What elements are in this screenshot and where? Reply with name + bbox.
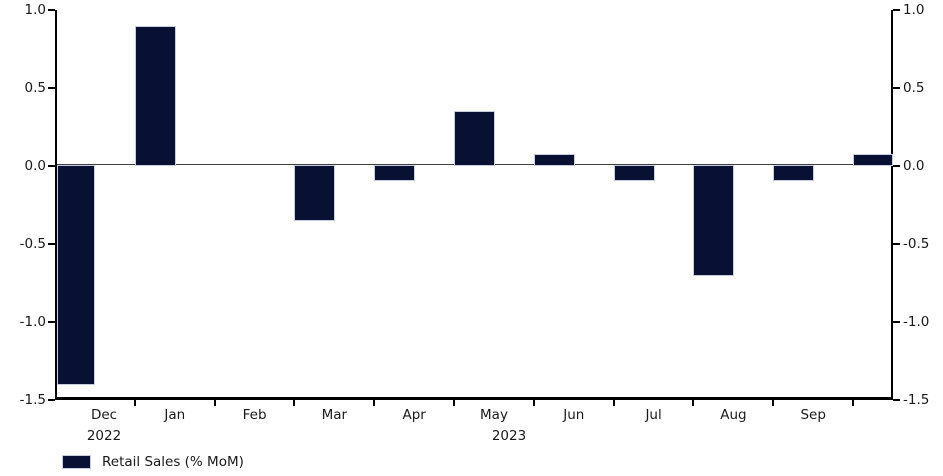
x-tick-mark (852, 400, 854, 406)
y-tick-mark-left (48, 243, 55, 245)
plot-area (55, 10, 893, 400)
bar-may-2023 (454, 111, 495, 166)
y-tick-label-right: -1.5 (903, 392, 930, 408)
bar-aug-2023 (693, 165, 734, 276)
x-tick-mark (772, 400, 774, 406)
y-tick-label-right: 0.0 (903, 158, 925, 174)
y-tick-mark-right (893, 9, 900, 11)
y-tick-mark-right (893, 87, 900, 89)
bar-apr-2023 (374, 165, 415, 181)
x-tick-label-may: May (480, 407, 508, 423)
y-tick-label-left: -1.0 (19, 314, 46, 330)
y-tick-mark-left (48, 399, 55, 401)
bar-jun-2023 (534, 154, 575, 166)
legend: Retail Sales (% MoM) (62, 453, 244, 471)
y-tick-mark-right (893, 243, 900, 245)
y-tick-label-right: 1.0 (903, 2, 925, 18)
y-tick-label-left: -0.5 (19, 236, 46, 252)
x-year-label-2023: 2023 (491, 428, 527, 444)
x-tick-label-dec: Dec (90, 407, 118, 423)
y-tick-mark-right (893, 165, 900, 167)
x-tick-label-aug: Aug (720, 407, 747, 423)
bar-oct-2023 (853, 154, 893, 166)
x-tick-mark (134, 400, 136, 406)
x-tick-label-mar: Mar (321, 407, 348, 423)
x-tick-mark (692, 400, 694, 406)
legend-swatch (62, 455, 91, 469)
bar-dec-2022 (57, 165, 95, 385)
x-tick-label-apr: Apr (402, 407, 426, 423)
y-tick-label-left: 0.0 (24, 158, 46, 174)
x-year-label-2022: 2022 (86, 428, 122, 444)
x-tick-label-jul: Jul (645, 407, 662, 423)
bar-mar-2023 (294, 165, 335, 221)
y-tick-label-left: 0.5 (24, 80, 46, 96)
bar-sep-2023 (773, 165, 814, 181)
x-tick-label-sep: Sep (800, 407, 826, 423)
x-tick-mark (533, 400, 535, 406)
y-tick-label-right: 0.5 (903, 80, 925, 96)
x-tick-label-jun: Jun (563, 407, 585, 423)
y-tick-mark-right (893, 321, 900, 323)
y-tick-mark-left (48, 321, 55, 323)
y-tick-label-right: -0.5 (903, 236, 930, 252)
y-tick-label-left: -1.5 (19, 392, 46, 408)
y-tick-mark-left (48, 87, 55, 89)
bar-jan-2023 (135, 26, 176, 166)
x-tick-mark (453, 400, 455, 406)
x-tick-mark (214, 400, 216, 406)
y-tick-label-left: 1.0 (24, 2, 46, 18)
y-tick-mark-left (48, 9, 55, 11)
x-tick-mark (293, 400, 295, 406)
y-tick-mark-right (893, 399, 900, 401)
bar-jul-2023 (614, 165, 655, 181)
legend-label: Retail Sales (% MoM) (102, 454, 244, 470)
x-tick-mark (613, 400, 615, 406)
x-tick-label-feb: Feb (242, 407, 267, 423)
y-tick-label-right: -1.0 (903, 314, 930, 330)
y-tick-mark-left (48, 165, 55, 167)
x-tick-label-jan: Jan (164, 407, 186, 423)
x-tick-mark (373, 400, 375, 406)
